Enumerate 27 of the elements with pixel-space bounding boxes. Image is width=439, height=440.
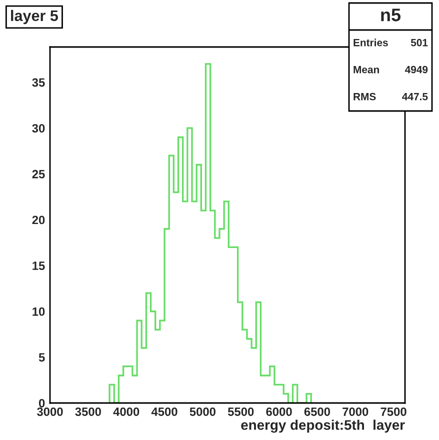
- annotation: 447.5: [402, 93, 428, 100]
- y-tick-label: 5: [38, 353, 45, 362]
- x-tick-label: 4000: [113, 407, 140, 416]
- y-tick-label: 15: [32, 262, 45, 270]
- annotation: RMS: [354, 92, 376, 100]
- x-tick-label: 5500: [228, 407, 254, 416]
- y-tick-label: 0: [38, 398, 45, 408]
- text: Entries: [354, 38, 388, 46]
- y-tick-label: 30: [32, 124, 45, 133]
- y-tick-label: 35: [32, 78, 45, 87]
- x-tick-label: 3500: [75, 407, 101, 416]
- x-tick-label: 4500: [151, 407, 178, 416]
- x-axis-title: energy deposit:5th layer: [241, 420, 405, 433]
- x-tick-label: 3000: [36, 407, 63, 416]
- annotation: Mean: [354, 66, 379, 74]
- y-tick-label: 25: [32, 170, 45, 178]
- y-tick-label: 10: [32, 307, 45, 316]
- chart-title: layer 5: [11, 10, 58, 24]
- x-tick-label: 6000: [266, 407, 292, 416]
- text: 501: [410, 38, 428, 46]
- x-tick-label: 6500: [304, 407, 330, 416]
- text: n5: [381, 8, 401, 22]
- x-tick-label: 7000: [342, 407, 368, 416]
- y-tick-label: 20: [32, 216, 45, 224]
- annotation: 4949: [404, 66, 428, 74]
- x-tick-label: 5000: [190, 407, 216, 416]
- x-tick-label: 7500: [380, 407, 406, 416]
